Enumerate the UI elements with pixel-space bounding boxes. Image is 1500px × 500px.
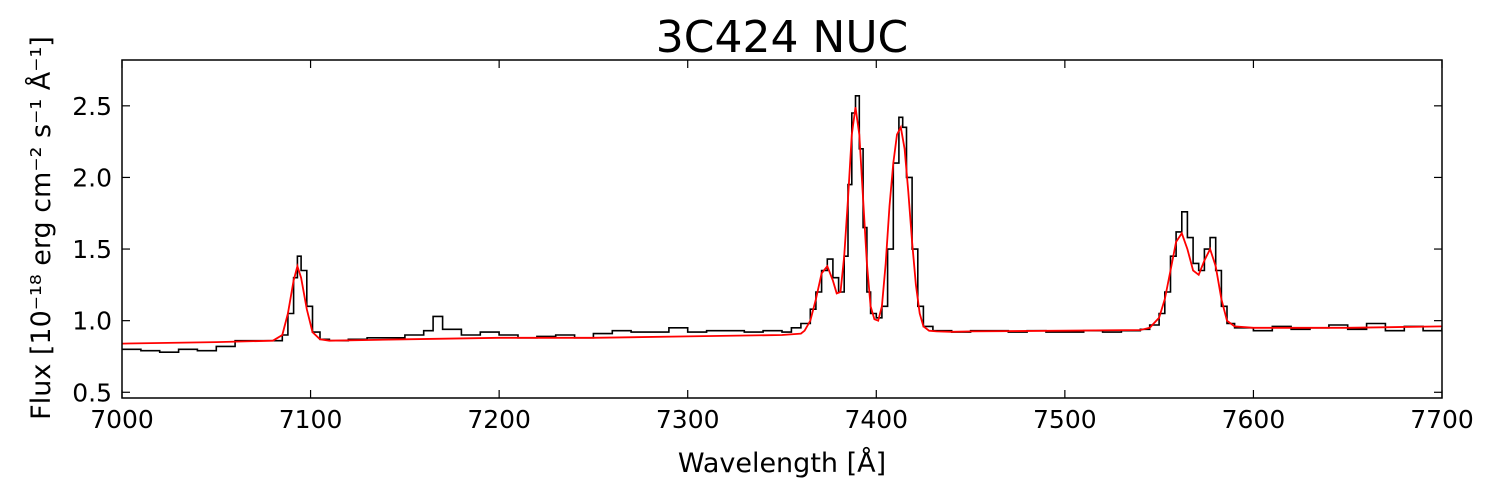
x-tick-label: 7200 <box>467 405 531 434</box>
x-tick-label: 7700 <box>1410 405 1474 434</box>
plot-frame <box>121 59 1443 399</box>
y-tick-label: 1.5 <box>72 235 112 264</box>
x-axis-label: Wavelength [Å] <box>678 447 886 479</box>
y-tick-label: 2.5 <box>72 92 112 121</box>
plot-area: 7000 7100 7200 7300 7400 7500 7600 7700 0.5 1.0 1.… <box>72 59 1474 434</box>
x-tick-label: 7300 <box>656 405 720 434</box>
x-tick-label: 7600 <box>1222 405 1286 434</box>
x-tick-label: 7400 <box>844 405 908 434</box>
y-tick-label: 1.0 <box>72 307 112 336</box>
y-axis-label: Flux [10⁻¹⁸ erg cm⁻² s⁻¹ Å⁻¹] <box>25 36 57 420</box>
x-tick-label: 7500 <box>1033 405 1097 434</box>
y-tick-label: 0.5 <box>72 378 112 407</box>
x-tick-label: 7100 <box>279 405 343 434</box>
series-line-0 <box>122 95 1442 353</box>
series-line-1 <box>122 107 1442 345</box>
y-tick-label: 2.0 <box>72 163 112 192</box>
x-tick-label: 7000 <box>90 405 154 434</box>
chart-title: 3C424 NUC <box>656 12 909 63</box>
